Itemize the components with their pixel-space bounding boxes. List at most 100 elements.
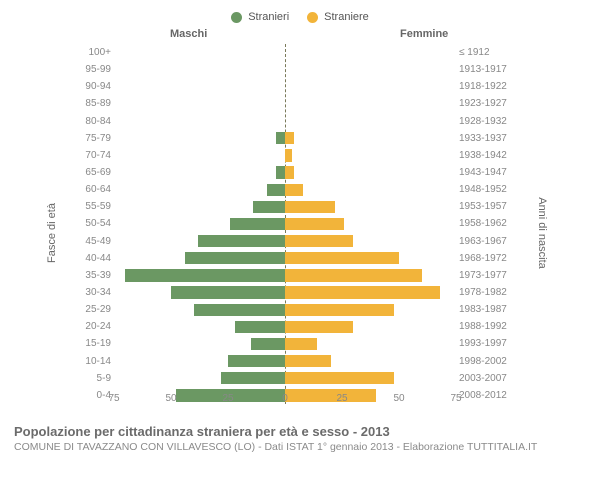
subtitle-female: Femmine xyxy=(400,28,448,40)
bar-female xyxy=(285,252,399,264)
birth-year-label: 1948-1952 xyxy=(456,184,515,195)
legend-item-male: Stranieri xyxy=(231,11,289,23)
bar-male xyxy=(235,321,285,333)
pyramid-row: 75-79 1933-1937 xyxy=(75,130,515,147)
footer-subtitle: COMUNE DI TAVAZZANO CON VILLAVESCO (LO) … xyxy=(14,439,586,453)
bar-female xyxy=(285,132,294,144)
bar-female xyxy=(285,338,317,350)
birth-year-label: 1983-1987 xyxy=(456,304,515,315)
age-label: 40-44 xyxy=(75,253,114,264)
birth-year-label: 2003-2007 xyxy=(456,373,515,384)
legend-label-female: Straniere xyxy=(324,11,369,23)
birth-year-label: 1913-1917 xyxy=(456,64,515,75)
bar-male xyxy=(198,235,285,247)
bar-area xyxy=(114,164,456,181)
bar-female xyxy=(285,166,294,178)
bar-female xyxy=(285,321,353,333)
bar-female xyxy=(285,269,422,281)
pyramid-rows: 100+ ≤ 1912 95-99 1913-1917 90-941918-192285… xyxy=(75,44,515,404)
x-tick: 0 xyxy=(282,393,288,404)
x-tick: 25 xyxy=(336,393,347,404)
birth-year-label: 1998-2002 xyxy=(456,356,515,367)
pyramid-row: 90-941918-1922 xyxy=(75,78,515,95)
bar-male xyxy=(253,201,285,213)
bar-male xyxy=(185,252,285,264)
bar-female xyxy=(285,304,394,316)
birth-year-label: 2008-2012 xyxy=(456,390,515,401)
bar-female xyxy=(285,218,344,230)
bar-area xyxy=(114,44,456,61)
bar-area xyxy=(114,284,456,301)
pyramid-row: 85-891923-1927 xyxy=(75,95,515,112)
bar-female xyxy=(285,149,292,161)
age-label: 25-29 xyxy=(75,304,114,315)
age-label: 60-64 xyxy=(75,184,114,195)
bar-area xyxy=(114,147,456,164)
legend-label-male: Stranieri xyxy=(248,11,289,23)
bar-male xyxy=(228,355,285,367)
age-label: 75-79 xyxy=(75,133,114,144)
pyramid-row: 95-99 1913-1917 xyxy=(75,61,515,78)
pyramid-row: 35-39 1973-1977 xyxy=(75,267,515,284)
birth-year-label: 1968-1972 xyxy=(456,253,515,264)
birth-year-label: ≤ 1912 xyxy=(456,47,515,58)
bar-area xyxy=(114,198,456,215)
bar-male xyxy=(267,184,285,196)
bar-male xyxy=(221,372,285,384)
birth-year-label: 1938-1942 xyxy=(456,150,515,161)
bar-area xyxy=(114,215,456,232)
bar-male xyxy=(251,338,285,350)
bar-area xyxy=(114,267,456,284)
pyramid-row: 5-9 2003-2007 xyxy=(75,370,515,387)
bar-female xyxy=(285,235,353,247)
plot-area: 100+ ≤ 1912 95-99 1913-1917 90-941918-192285… xyxy=(75,44,515,404)
age-label: 55-59 xyxy=(75,201,114,212)
legend-swatch-female xyxy=(307,12,318,23)
age-label: 30-34 xyxy=(75,287,114,298)
birth-year-label: 1933-1937 xyxy=(456,133,515,144)
bar-area xyxy=(114,301,456,318)
pyramid-row: 15-19 1993-1997 xyxy=(75,335,515,352)
pyramid-row: 50-541958-1962 xyxy=(75,215,515,232)
bar-male xyxy=(194,304,285,316)
bar-female xyxy=(285,201,335,213)
pyramid-row: 40-44 1968-1972 xyxy=(75,250,515,267)
birth-year-label: 1918-1922 xyxy=(456,81,515,92)
birth-year-label: 1978-1982 xyxy=(456,287,515,298)
pyramid-row: 45-491963-1967 xyxy=(75,233,515,250)
bar-female xyxy=(285,372,394,384)
age-label: 95-99 xyxy=(75,64,114,75)
legend-swatch-male xyxy=(231,12,242,23)
bar-female xyxy=(285,355,331,367)
bar-male xyxy=(230,218,285,230)
chart-subtitles: Maschi Femmine xyxy=(0,28,600,44)
age-label: 35-39 xyxy=(75,270,114,281)
bar-male xyxy=(276,132,285,144)
bar-female xyxy=(285,184,303,196)
pyramid-row: 100+ ≤ 1912 xyxy=(75,44,515,61)
bar-area xyxy=(114,233,456,250)
age-label: 100+ xyxy=(75,47,114,58)
pyramid-chart: Fasce di età Anni di nascita 100+≤ 19129… xyxy=(20,44,580,422)
bar-male xyxy=(125,269,285,281)
birth-year-label: 1943-1947 xyxy=(456,167,515,178)
x-tick: 75 xyxy=(450,393,461,404)
age-label: 50-54 xyxy=(75,218,114,229)
y-axis-left-title: Fasce di età xyxy=(46,203,58,263)
pyramid-row: 25-29 1983-1987 xyxy=(75,301,515,318)
bar-area xyxy=(114,353,456,370)
bar-area xyxy=(114,130,456,147)
age-label: 5-9 xyxy=(75,373,114,384)
birth-year-label: 1993-1997 xyxy=(456,338,515,349)
bar-female xyxy=(285,286,440,298)
age-label: 65-69 xyxy=(75,167,114,178)
birth-year-label: 1973-1977 xyxy=(456,270,515,281)
bar-area xyxy=(114,78,456,95)
pyramid-row: 65-69 1943-1947 xyxy=(75,164,515,181)
pyramid-row: 55-591953-1957 xyxy=(75,198,515,215)
bar-area xyxy=(114,370,456,387)
age-label: 15-19 xyxy=(75,338,114,349)
legend-item-female: Straniere xyxy=(307,11,369,23)
bar-area xyxy=(114,61,456,78)
birth-year-label: 1928-1932 xyxy=(456,116,515,127)
